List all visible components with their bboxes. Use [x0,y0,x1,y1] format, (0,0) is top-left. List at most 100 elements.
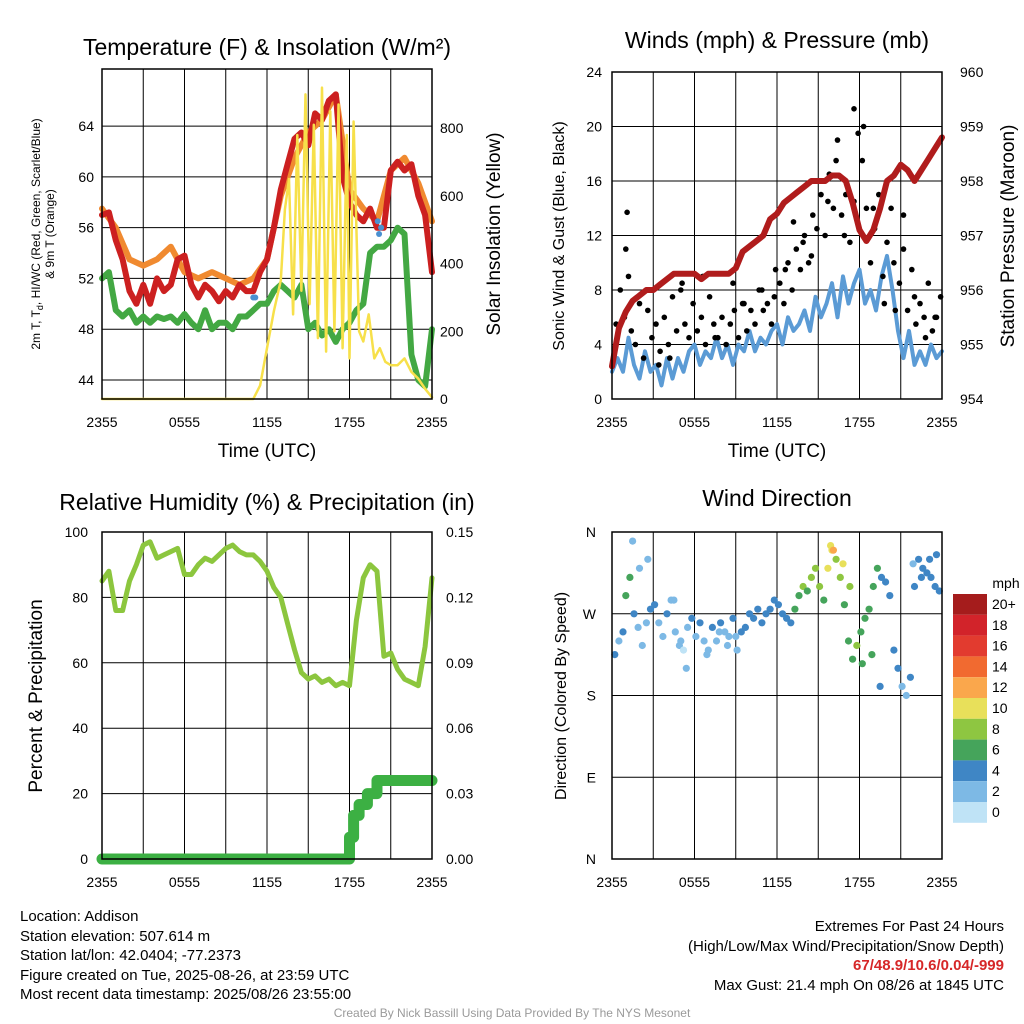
gust-point [771,294,778,300]
gust-point [678,287,684,293]
direction-point [729,614,737,622]
gust-point [860,123,867,130]
elevation-text: Station elevation: 507.614 m [20,927,211,945]
gust-point [711,321,717,327]
direction-point [787,619,795,627]
gust-point [888,205,894,212]
gust-point [730,280,736,287]
direction-point [712,637,721,645]
direction-point [926,555,934,563]
legend-label: 4 [992,762,1000,778]
gust-point [900,212,907,218]
x-tick-label: 2355 [86,874,117,890]
y-tick-label: 60 [78,169,94,185]
direction-point [906,673,915,681]
direction-point [611,651,619,659]
y-tick-label: 4 [594,337,602,353]
gust-point [667,355,673,361]
x-tick-label: 1155 [762,874,792,890]
gust-point [822,232,828,239]
gust-point [830,205,837,212]
gust-point [781,300,787,307]
gust-point [624,209,630,216]
gust-point [801,232,808,239]
x-axis-label: Time (UTC) [728,441,827,462]
legend-swatch [953,614,987,636]
gust-point [694,328,701,334]
gust-point [867,260,874,266]
gust-point [719,314,725,321]
gust-point [891,260,897,266]
y2-tick-label: 0.15 [446,524,473,540]
y-tick-label: 40 [72,720,88,736]
gust-point [921,314,927,321]
gust-point [904,307,911,314]
gust-point [690,300,696,307]
gust-point [790,219,797,225]
direction-point [758,619,766,627]
gust-point [929,328,936,334]
y-axis-label: 2m T, Td, HI/WC (Red, Green, Scarlet/Blu… [29,118,45,349]
x-tick-label: 2355 [86,414,117,430]
extremes-info: Extremes For Past 24 Hours (High/Low/Max… [688,917,1004,995]
direction-point [839,560,847,568]
y2-tick-label: 957 [960,228,984,244]
x-tick-label: 1155 [762,414,792,430]
gust-point [797,266,804,273]
gust-point [841,232,848,239]
y2-tick-label: 0.06 [446,720,473,736]
gust-point [932,314,938,321]
gust-point [917,300,923,307]
direction-point [832,555,840,563]
direction-point [671,628,679,636]
y2-tick-label: 0.00 [446,851,473,867]
direction-point [820,596,828,604]
direction-point [634,623,642,632]
y-tick-label: 100 [65,524,89,540]
gust-point [884,239,890,246]
legend-label: 6 [992,742,1000,758]
credit-text: Created By Nick Bassill Using Data Provi… [333,1006,691,1020]
direction-point [865,605,873,613]
gust-point [653,321,659,327]
direction-point [849,655,857,663]
gust-point [847,239,853,246]
max-gust-text: Max Gust: 21.4 mph On 08/26 at 1845 UTC [713,976,1004,994]
y2-tick-label: 956 [960,282,984,298]
legend-swatch [953,677,987,698]
y-tick-label: 64 [78,118,94,134]
gust-point [838,212,845,218]
y-tick-label: N [586,851,596,867]
gust-point [789,287,795,293]
direction-point [917,573,926,582]
direction-point [635,564,644,572]
gust-point [632,341,639,348]
gust-point [712,334,718,341]
series-relative-humidity [99,539,435,689]
y-axis-label: Sonic Wind & Gust (Blue, Black) [551,121,568,350]
gust-point [645,307,651,314]
y-tick-label: 52 [78,270,94,286]
x-axis-label: Time (UTC) [218,441,317,462]
gust-point [814,225,820,232]
direction-point [836,573,844,582]
gust-point [625,273,632,280]
gust-point [657,348,663,355]
gust-point [863,205,870,212]
y-tick-label: 8 [594,282,602,298]
legend-swatch [953,635,987,657]
direction-point [644,555,652,563]
y-tick-label: 24 [586,64,602,80]
direction-point [655,619,663,627]
legend-swatch [953,656,987,678]
direction-point [741,623,750,632]
direction-point [762,610,770,618]
legend-label: 16 [992,638,1008,654]
gust-point [851,106,857,112]
direction-point [692,632,700,641]
gust-point [628,328,635,334]
direction-point [629,537,637,545]
direction-point [732,632,740,641]
gust-point [772,266,779,273]
plot-frame [101,531,433,860]
